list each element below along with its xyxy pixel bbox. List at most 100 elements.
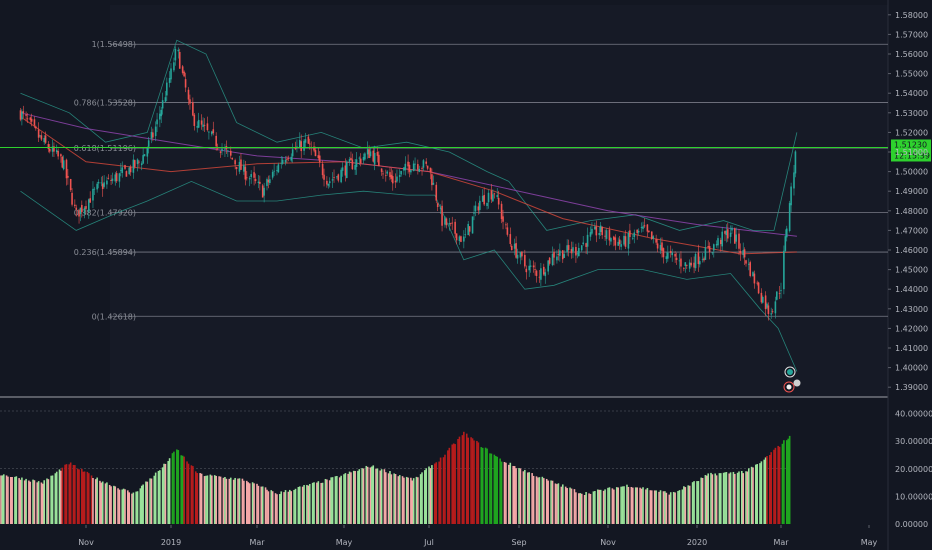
candle-body[interactable] <box>345 161 348 179</box>
candle-body[interactable] <box>47 144 50 150</box>
histogram-bar[interactable] <box>569 487 571 524</box>
candle-body[interactable] <box>515 243 517 258</box>
histogram-bar[interactable] <box>538 477 541 524</box>
candle-body[interactable] <box>266 179 268 186</box>
candle-body[interactable] <box>229 150 232 156</box>
candle-body[interactable] <box>189 99 191 104</box>
histogram-bar[interactable] <box>146 481 149 524</box>
candle-body[interactable] <box>731 227 733 231</box>
candle-body[interactable] <box>708 246 711 253</box>
histogram-bar[interactable] <box>496 456 499 524</box>
candle-body[interactable] <box>87 199 90 212</box>
histogram-bar[interactable] <box>37 481 40 524</box>
histogram-bar[interactable] <box>140 485 143 524</box>
histogram-bar[interactable] <box>303 485 305 524</box>
histogram-bar[interactable] <box>741 470 743 524</box>
candle-body[interactable] <box>314 150 317 157</box>
candle-body[interactable] <box>490 190 493 200</box>
candle-body[interactable] <box>432 182 435 185</box>
candle-body[interactable] <box>557 254 560 255</box>
candle-body[interactable] <box>192 102 194 116</box>
candle-body[interactable] <box>259 181 261 184</box>
histogram-bar[interactable] <box>61 467 64 524</box>
histogram-bar[interactable] <box>338 477 341 524</box>
candle-body[interactable] <box>277 164 280 173</box>
histogram-bar[interactable] <box>745 471 747 524</box>
histogram-bar[interactable] <box>257 485 260 524</box>
candle-body[interactable] <box>599 225 602 233</box>
candle-body[interactable] <box>166 82 168 96</box>
candle-body[interactable] <box>53 146 55 152</box>
candle-body[interactable] <box>407 161 409 167</box>
candle-body[interactable] <box>55 150 58 153</box>
histogram-bar[interactable] <box>481 447 484 524</box>
histogram-bar[interactable] <box>452 443 455 524</box>
histogram-bar[interactable] <box>650 490 653 524</box>
histogram-bar[interactable] <box>348 471 351 524</box>
histogram-bar[interactable] <box>701 477 704 524</box>
histogram-bar[interactable] <box>320 482 322 524</box>
candle-body[interactable] <box>601 226 603 236</box>
histogram-bar[interactable] <box>69 462 72 524</box>
candle-body[interactable] <box>118 173 121 182</box>
histogram-bar[interactable] <box>218 476 220 524</box>
candle-body[interactable] <box>224 148 226 150</box>
candle-body[interactable] <box>124 165 126 169</box>
candle-body[interactable] <box>410 170 412 173</box>
histogram-bar[interactable] <box>681 489 684 524</box>
histogram-bar[interactable] <box>181 455 184 524</box>
candle-body[interactable] <box>623 235 625 245</box>
histogram-bar[interactable] <box>448 447 451 524</box>
candle-body[interactable] <box>529 265 532 267</box>
candle-body[interactable] <box>715 244 718 246</box>
histogram-bar[interactable] <box>276 494 278 524</box>
histogram-bar[interactable] <box>15 476 18 524</box>
histogram-bar[interactable] <box>442 457 445 524</box>
histogram-bar[interactable] <box>480 447 483 524</box>
histogram-bar[interactable] <box>471 438 474 524</box>
histogram-bar[interactable] <box>326 479 328 524</box>
histogram-bar[interactable] <box>161 467 164 524</box>
histogram-bar[interactable] <box>781 443 784 524</box>
candle-body[interactable] <box>556 256 558 261</box>
histogram-bar[interactable] <box>117 488 119 524</box>
candle-body[interactable] <box>591 228 593 234</box>
histogram-bar[interactable] <box>135 491 137 524</box>
histogram-bar[interactable] <box>78 469 80 524</box>
histogram-bar[interactable] <box>720 473 722 524</box>
histogram-bar[interactable] <box>728 473 730 524</box>
candle-body[interactable] <box>678 260 681 262</box>
candle-body[interactable] <box>227 150 229 152</box>
histogram-bar[interactable] <box>526 472 529 524</box>
histogram-bar[interactable] <box>159 470 161 524</box>
histogram-bar[interactable] <box>755 464 757 524</box>
histogram-bar[interactable] <box>183 456 185 524</box>
candle-body[interactable] <box>793 172 795 189</box>
candle-body[interactable] <box>103 182 105 187</box>
histogram-bar[interactable] <box>365 465 368 524</box>
histogram-bar[interactable] <box>785 440 788 524</box>
histogram-bar[interactable] <box>725 472 728 524</box>
candle-body[interactable] <box>521 251 523 257</box>
histogram-bar[interactable] <box>224 476 226 524</box>
histogram-bar[interactable] <box>237 478 239 524</box>
candle-body[interactable] <box>25 114 27 116</box>
histogram-bar[interactable] <box>531 473 533 524</box>
histogram-bar[interactable] <box>321 482 324 524</box>
event-marker-small-icon[interactable] <box>793 379 801 387</box>
histogram-bar[interactable] <box>710 472 712 524</box>
histogram-bar[interactable] <box>190 465 193 524</box>
histogram-bar[interactable] <box>470 437 472 524</box>
candle-body[interactable] <box>454 221 456 234</box>
histogram-bar[interactable] <box>106 482 108 524</box>
candle-body[interactable] <box>528 265 531 271</box>
candle-body[interactable] <box>538 276 541 278</box>
histogram-bar[interactable] <box>411 480 414 524</box>
candle-body[interactable] <box>547 260 549 272</box>
candle-body[interactable] <box>704 247 707 260</box>
candle-body[interactable] <box>290 156 293 161</box>
candle-body[interactable] <box>479 200 481 210</box>
candle-body[interactable] <box>766 303 768 308</box>
candle-body[interactable] <box>492 194 494 202</box>
candle-body[interactable] <box>106 180 108 185</box>
